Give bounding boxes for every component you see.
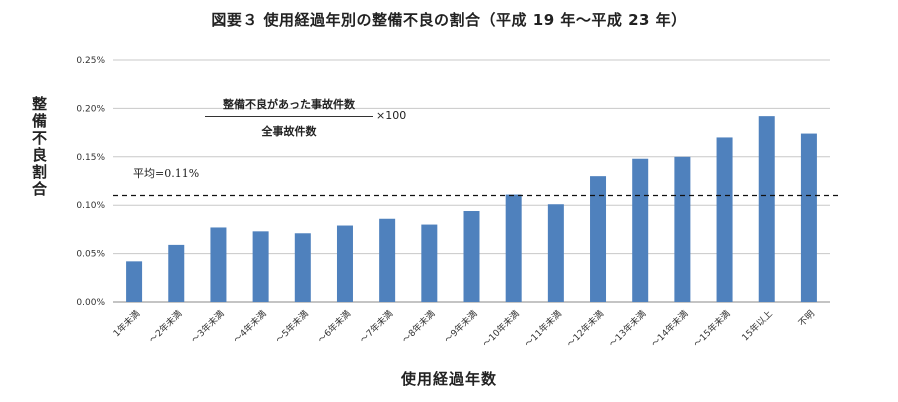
y-axis-ticks: 0.00% 0.05% 0.10% 0.15% 0.20% 0.25% (76, 56, 105, 308)
x-tick-label: ～14年未満 (648, 308, 690, 350)
bar (800, 133, 817, 302)
bars (126, 116, 817, 302)
y-tick-label: 0.00% (76, 298, 105, 308)
x-tick-label: ～6年未満 (315, 308, 353, 346)
bar (505, 194, 522, 302)
x-axis-ticks: 1年未満 ～2年未満 ～3年未満 ～4年未満 ～5年未満 ～6年未満 ～7年未満 ～8年未満～… (111, 308, 817, 350)
bar (674, 156, 691, 302)
y-tick-label: 0.15% (76, 153, 105, 163)
x-tick-label: ～12年未満 (564, 308, 606, 350)
bar (421, 224, 438, 302)
formula-fraction-line (205, 116, 373, 117)
y-axis-label: 整備不良割合 (30, 96, 48, 198)
bar (547, 204, 564, 302)
y-tick-label: 0.10% (76, 201, 105, 211)
bar (336, 225, 353, 302)
x-tick-label: ～15年未満 (691, 308, 733, 350)
x-tick-label: ～5年未満 (273, 308, 311, 346)
bar (168, 244, 185, 302)
bar (379, 218, 396, 302)
bar (126, 261, 143, 302)
bar (758, 116, 775, 302)
y-tick-label: 0.05% (76, 250, 105, 260)
x-tick-label: ～4年未満 (231, 308, 269, 346)
bar (294, 233, 311, 302)
formula-numerator: 整備不良があった事故件数 (223, 98, 355, 111)
formula-multiplier: ×100 (376, 109, 407, 122)
grid-lines (113, 59, 830, 303)
bar (463, 211, 480, 302)
chart-title: 図要３ 使用経過年別の整備不良の割合（平成 19 年～平成 23 年） (211, 11, 687, 29)
x-tick-label: 1年未満 (111, 308, 143, 340)
x-tick-label: 不明 (797, 308, 818, 329)
x-tick-label: ～11年未満 (522, 308, 564, 350)
formula-denominator: 全事故件数 (261, 125, 317, 138)
bar (716, 137, 733, 302)
bar (632, 158, 649, 302)
bar (590, 176, 607, 302)
x-tick-label: ～9年未満 (442, 308, 480, 346)
y-tick-label: 0.20% (76, 104, 105, 114)
bar (210, 227, 227, 302)
x-tick-label: 15年以上 (739, 308, 775, 344)
x-axis-label: 使用経過年数 (400, 370, 497, 388)
average-label: 平均=0.11% (133, 167, 200, 180)
x-tick-label: ～2年未満 (146, 308, 184, 346)
x-tick-label: ～7年未満 (357, 308, 395, 346)
x-tick-label: ～3年未満 (189, 308, 227, 346)
x-tick-label: ～10年未満 (480, 308, 522, 350)
y-tick-label: 0.25% (76, 56, 105, 66)
x-tick-label: ～8年未満 (399, 308, 437, 346)
x-tick-label: ～13年未満 (606, 308, 648, 350)
bar (252, 231, 269, 302)
